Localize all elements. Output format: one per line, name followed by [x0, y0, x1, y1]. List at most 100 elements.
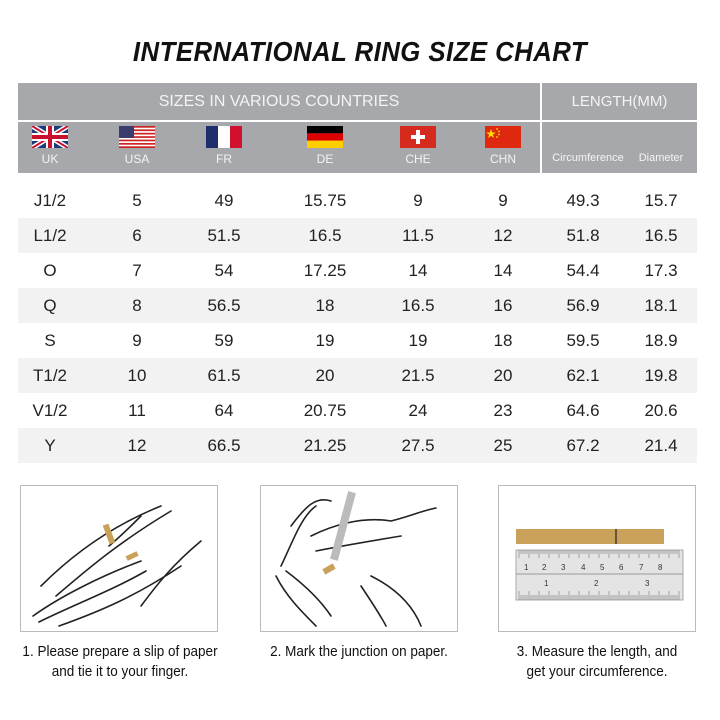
cell-de: 18	[315, 296, 335, 315]
cell-circumference: 56.9	[566, 296, 600, 315]
cell-diameter: 18.9	[644, 331, 678, 350]
cell-chn: 20	[493, 366, 513, 385]
sizes-header: SIZES IN VARIOUS COUNTRIES	[18, 83, 540, 120]
cm-mark: 1	[524, 563, 529, 572]
table-row: O 7 54 17.25 14 14 54.4 17.3	[18, 253, 697, 288]
cell-uk: Y	[44, 436, 56, 455]
cell-chn: 14	[493, 261, 513, 280]
length-header: LENGTH(MM)	[542, 83, 697, 120]
cm-mark: 7	[639, 563, 644, 572]
inch-mark: 2	[594, 579, 599, 588]
cell-usa: 10	[127, 366, 147, 385]
step3-line2: get your circumference.	[526, 663, 668, 680]
step2-illustration	[260, 485, 458, 632]
paper-strip	[516, 529, 664, 544]
cell-uk: L1/2	[33, 226, 67, 245]
cell-circumference: 54.4	[566, 261, 600, 280]
country-label-chn: CHN	[490, 152, 516, 166]
cell-fr: 61.5	[207, 366, 241, 385]
diameter-label: Diameter	[638, 152, 684, 164]
table-row: L1/2 6 51.5 16.5 11.5 12 51.8 16.5	[18, 218, 697, 253]
cell-uk: T1/2	[32, 366, 68, 385]
cell-che: 19	[408, 331, 428, 350]
table-row: S 9 59 19 19 18 59.5 18.9	[18, 323, 697, 358]
cell-diameter: 19.8	[644, 366, 678, 385]
cell-circumference: 64.6	[566, 401, 600, 420]
cell-de: 17.25	[303, 261, 347, 280]
cell-de: 20	[315, 366, 335, 385]
germany-flag-icon	[307, 126, 343, 148]
cell-circumference: 59.5	[566, 331, 600, 350]
cell-uk: Q	[43, 296, 57, 315]
cell-de: 21.25	[303, 436, 347, 455]
cell-fr: 49	[214, 191, 234, 210]
cm-mark: 6	[619, 563, 624, 572]
step2-caption: 2. Mark the junction on paper.	[251, 642, 467, 662]
cm-mark: 4	[581, 563, 586, 572]
cell-uk: J1/2	[33, 191, 67, 210]
cell-che: 21.5	[401, 366, 435, 385]
china-flag-icon	[485, 126, 521, 148]
cell-fr: 59	[214, 331, 234, 350]
circumference-label: Circumference	[552, 152, 624, 164]
step1-line1: 1. Please prepare a slip of paper	[22, 643, 218, 660]
cell-chn: 25	[493, 436, 513, 455]
step3-line1: 3. Measure the length, and	[516, 643, 678, 660]
cell-uk: O	[43, 261, 57, 280]
table-row: T1/2 10 61.5 20 21.5 20 62.1 19.8	[18, 358, 697, 393]
step3-illustration: 1 2 3 4 5 6 7 8 1 2 3	[498, 485, 696, 632]
length-subheader: Circumference Diameter	[542, 122, 697, 173]
country-label-fr: FR	[216, 152, 232, 166]
step2-line1: 2. Mark the junction on paper.	[270, 643, 448, 660]
cell-chn: 16	[493, 296, 513, 315]
cell-de: 16.5	[308, 226, 342, 245]
table-row: Q 8 56.5 18 16.5 16 56.9 18.1	[18, 288, 697, 323]
cell-circumference: 51.8	[566, 226, 600, 245]
table-row: V1/2 11 64 20.75 24 23 64.6 20.6	[18, 393, 697, 428]
hand-marking-paper-icon	[275, 491, 437, 627]
cell-usa: 5	[132, 191, 142, 210]
cell-circumference: 62.1	[566, 366, 600, 385]
page-title: INTERNATIONAL RING SIZE CHART	[132, 36, 588, 67]
france-flag-icon	[206, 126, 242, 148]
cell-diameter: 20.6	[644, 401, 678, 420]
cell-che: 11.5	[402, 226, 434, 245]
country-label-usa: USA	[124, 152, 150, 166]
cm-mark: 3	[561, 563, 566, 572]
cell-che: 9	[413, 191, 423, 210]
step3-caption: 3. Measure the length, and get your circu…	[489, 642, 705, 682]
cell-circumference: 67.2	[566, 436, 600, 455]
cell-chn: 9	[498, 191, 508, 210]
cell-diameter: 18.1	[644, 296, 678, 315]
usa-flag-icon	[119, 126, 155, 148]
cell-diameter: 21.4	[644, 436, 678, 455]
cell-usa: 9	[132, 331, 142, 350]
cell-diameter: 15.7	[644, 191, 678, 210]
cell-de: 19	[315, 331, 335, 350]
cell-chn: 23	[493, 401, 513, 420]
paper-and-ruler-icon: 1 2 3 4 5 6 7 8 1 2 3	[515, 529, 684, 601]
cell-uk: V1/2	[32, 401, 68, 420]
switzerland-flag-icon	[400, 126, 436, 148]
cell-che: 14	[408, 261, 428, 280]
cm-mark: 2	[542, 563, 547, 572]
cell-de: 15.75	[303, 191, 347, 210]
country-header-row: UK USA FR DE CHE CHN	[18, 122, 540, 173]
cell-usa: 8	[132, 296, 142, 315]
cell-de: 20.75	[303, 401, 347, 420]
cell-fr: 56.5	[207, 296, 241, 315]
cell-diameter: 16.5	[644, 226, 678, 245]
country-label-che: CHE	[405, 152, 431, 166]
cell-circumference: 49.3	[566, 191, 600, 210]
cell-usa: 11	[128, 401, 146, 420]
cell-fr: 64	[214, 401, 234, 420]
cell-che: 24	[408, 401, 428, 420]
cm-mark: 5	[600, 563, 605, 572]
inch-mark: 1	[544, 579, 549, 588]
inch-mark: 3	[645, 579, 650, 588]
cell-chn: 12	[493, 226, 513, 245]
step1-illustration	[20, 485, 218, 632]
country-label-uk: UK	[41, 152, 59, 166]
cell-fr: 54	[214, 261, 234, 280]
cell-diameter: 17.3	[644, 261, 678, 280]
